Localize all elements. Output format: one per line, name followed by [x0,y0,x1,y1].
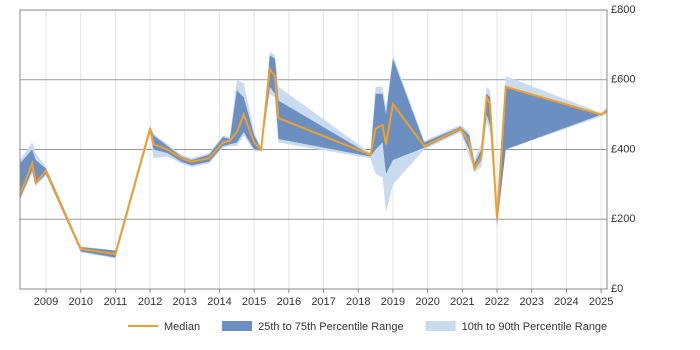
y-tick-label: £400 [611,143,635,155]
y-tick-label: £800 [611,4,635,16]
median-line [19,66,607,256]
x-tick-label: 2017 [311,296,335,308]
x-tick-label: 2020 [415,296,439,308]
x-tick-label: 2022 [485,296,509,308]
x-tick-label: 2011 [104,296,128,308]
x-tick-label: 2013 [173,296,197,308]
x-tick-label: 2023 [519,296,543,308]
y-tick-label: £200 [611,213,635,225]
legend-label: Median [164,321,200,333]
x-tick-label: 2015 [242,296,266,308]
plot-border [19,9,608,290]
x-tick-label: 2010 [68,296,92,308]
x-tick-label: 2019 [381,296,405,308]
x-tick-label: 2014 [207,296,231,308]
x-tick-label: 2016 [277,296,301,308]
x-tick-label: 2021 [450,296,474,308]
legend-swatch [222,321,253,331]
y-tick-label: £0 [611,283,623,295]
x-tick-label: 2009 [34,296,58,308]
x-tick-label: 2024 [554,296,578,308]
y-tick-label: £600 [611,74,635,86]
x-tick-label: 2012 [138,296,162,308]
x-tick-label: 2018 [346,296,370,308]
legend-label: 10th to 90th Percentile Range [462,321,608,333]
x-tick-label: 2025 [589,296,613,308]
legend-swatch [425,321,456,331]
legend-label: 25th to 75th Percentile Range [258,321,404,333]
